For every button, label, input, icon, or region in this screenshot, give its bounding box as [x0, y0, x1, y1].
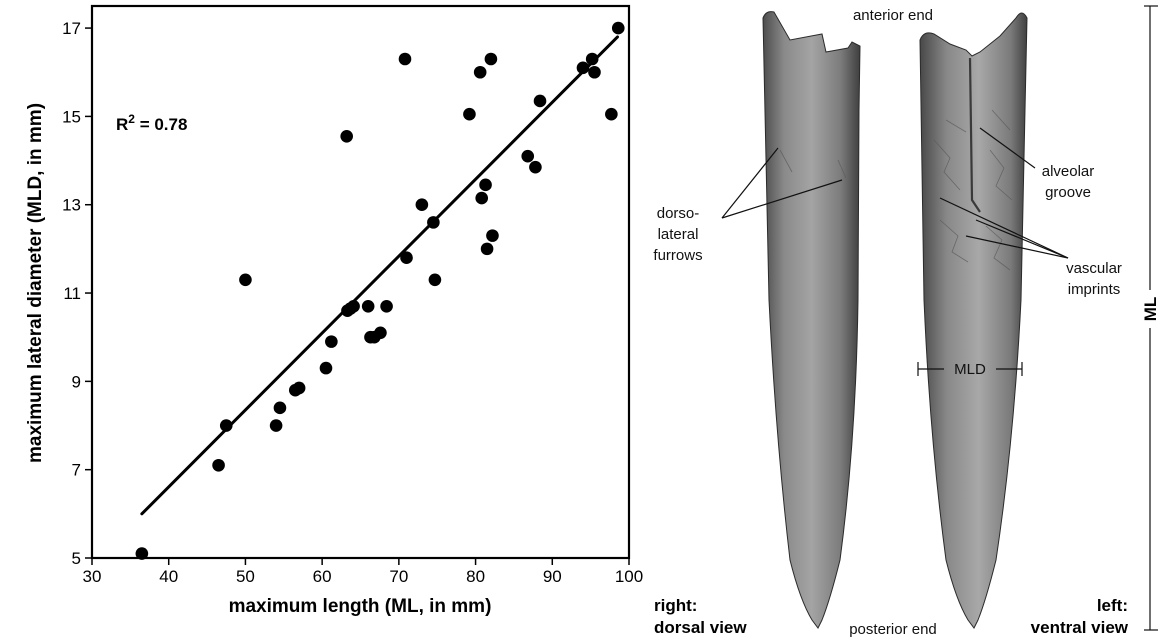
y-ticks: 5 7 9 11 13 15 17 [62, 19, 92, 568]
data-point [475, 191, 489, 205]
regression-line [140, 35, 619, 516]
data-point [273, 401, 287, 415]
alveolar-groove-line [968, 57, 981, 213]
guard-ventral-view [919, 12, 1028, 629]
data-point [533, 94, 547, 108]
data-point [415, 198, 429, 212]
left-view-label-line1: left: [1097, 596, 1128, 615]
data-point [400, 251, 413, 265]
ml-label: ML [1141, 297, 1160, 322]
y-tick-label: 5 [72, 549, 81, 568]
ml-bracket [1144, 5, 1158, 631]
data-point [605, 107, 618, 121]
posterior-end-label: posterior end [849, 621, 937, 638]
dorso-label-line3: furrows [653, 247, 702, 264]
data-point [212, 458, 225, 472]
data-point [480, 242, 494, 256]
y-tick-label: 17 [62, 19, 81, 38]
data-point [463, 107, 476, 121]
vascular-texture [779, 109, 1013, 271]
data-point [521, 149, 535, 163]
x-tick-label: 90 [543, 567, 562, 586]
y-tick-label: 9 [72, 372, 81, 391]
vascular-label-line1: vascular [1066, 260, 1122, 277]
x-tick-label: 70 [389, 567, 408, 586]
data-point [239, 273, 252, 287]
annotation-leaders [721, 127, 1069, 259]
data-points [135, 21, 625, 560]
data-point [135, 547, 149, 560]
r-squared-annotation: R2 = 0.78 [116, 112, 187, 134]
alveolar-label-line1: alveolar [1042, 163, 1095, 180]
right-view-label-line1: right: [654, 596, 697, 615]
left-view-label-line2: ventral view [1031, 618, 1129, 637]
plot-frame [90, 4, 631, 560]
anterior-end-label: anterior end [853, 7, 933, 24]
data-point [347, 299, 360, 313]
data-point [374, 326, 387, 340]
data-point [380, 299, 393, 313]
data-point [292, 381, 306, 395]
alveolar-label-line2: groove [1045, 184, 1091, 201]
data-point [325, 335, 338, 348]
dorso-label-line1: dorso- [657, 205, 700, 222]
data-point [319, 361, 333, 375]
data-point [479, 178, 492, 192]
x-tick-label: 30 [83, 567, 102, 586]
data-point [473, 65, 487, 79]
right-view-label-line2: dorsal view [654, 618, 747, 637]
vascular-label-line2: imprints [1068, 281, 1121, 298]
data-point [361, 299, 375, 313]
data-point [588, 65, 601, 79]
data-point [219, 419, 233, 432]
x-tick-label: 100 [615, 567, 643, 586]
data-point [529, 160, 542, 174]
x-tick-label: 40 [159, 567, 178, 586]
x-ticks: 30 40 50 60 70 80 90 100 [83, 558, 643, 586]
data-point [611, 21, 625, 35]
x-axis-title: maximum length (ML, in mm) [229, 596, 492, 617]
y-tick-label: 11 [63, 284, 81, 303]
belemnite-photo: MLD ML anterior end dorso- lateral furro… [653, 5, 1160, 638]
data-point [269, 419, 283, 432]
y-tick-label: 7 [72, 461, 81, 480]
y-tick-label: 13 [62, 196, 81, 215]
data-point [486, 229, 499, 242]
trendline [140, 35, 619, 516]
mld-label: MLD [954, 361, 986, 378]
mld-bracket [917, 362, 1023, 376]
data-point [398, 52, 412, 66]
data-point [340, 129, 353, 143]
dorso-label-line2: lateral [658, 226, 699, 243]
data-point [484, 52, 498, 66]
y-axis-title: maximum lateral diameter (MLD, in mm) [25, 103, 46, 463]
x-tick-label: 80 [466, 567, 485, 586]
x-tick-label: 50 [236, 567, 255, 586]
data-point [576, 61, 590, 75]
data-point [585, 52, 599, 66]
y-tick-label: 15 [62, 107, 81, 126]
guard-dorsal-view [762, 11, 861, 629]
x-tick-label: 60 [313, 567, 332, 586]
data-point [427, 216, 440, 229]
data-point [428, 273, 442, 287]
